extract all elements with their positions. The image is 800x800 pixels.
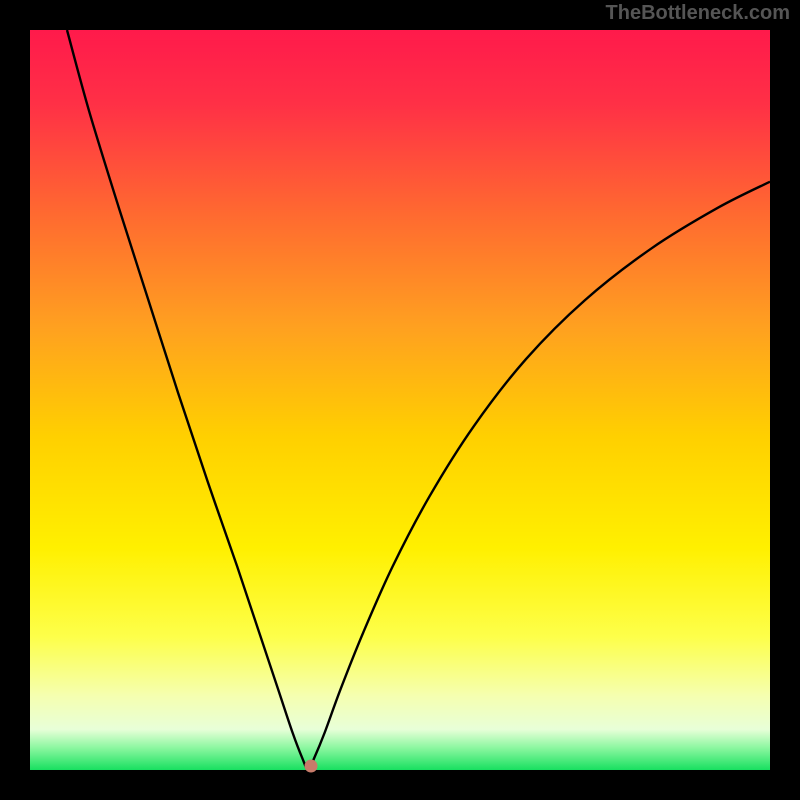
- watermark-text: TheBottleneck.com: [606, 2, 790, 25]
- optimum-marker: [305, 759, 318, 772]
- curve-svg: [30, 30, 770, 770]
- bottleneck-curve: [67, 30, 770, 770]
- chart-container: { "watermark": { "text": "TheBottleneck.…: [0, 0, 800, 800]
- plot-area: [30, 30, 770, 770]
